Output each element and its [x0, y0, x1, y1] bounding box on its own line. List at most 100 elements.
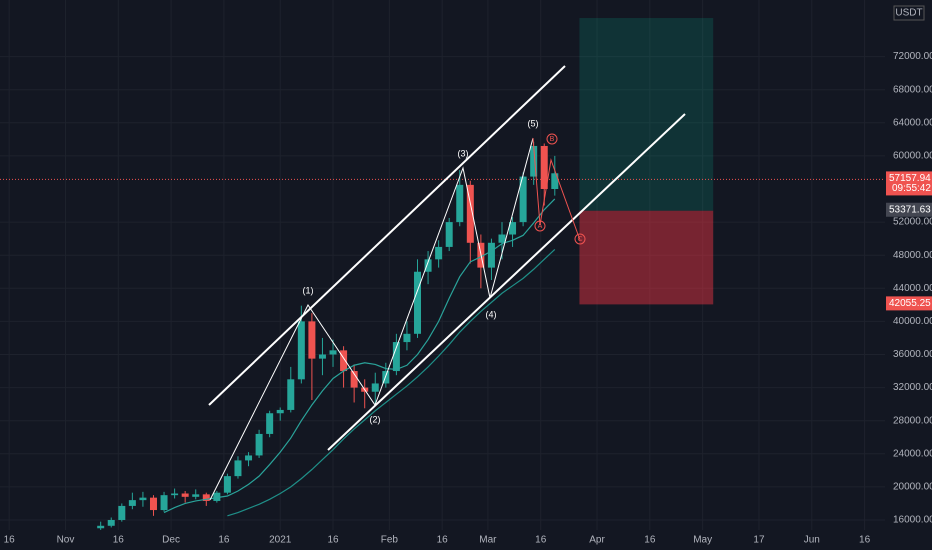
candle-body	[519, 176, 527, 223]
candle-body	[118, 505, 126, 520]
candle-body	[435, 246, 443, 260]
x-tick-label: Mar	[479, 535, 497, 546]
wave-label: C	[577, 236, 582, 243]
candle-body	[287, 379, 295, 410]
candle-body	[392, 342, 400, 372]
y-tick-label: 68000.00	[893, 84, 932, 95]
x-tick-label: Nov	[57, 535, 75, 546]
candle-body	[149, 497, 157, 511]
grid	[0, 0, 885, 530]
wave-label: (3)	[458, 148, 469, 158]
price-tag	[886, 202, 932, 217]
price-tag	[886, 296, 932, 311]
y-tick-label: 20000.00	[893, 482, 932, 493]
price-tag-label: 53371.63	[889, 204, 931, 215]
y-tick-label: 72000.00	[893, 51, 932, 62]
x-tick-label: May	[693, 535, 712, 546]
candle-body	[371, 383, 379, 392]
wave-label: (5)	[528, 118, 539, 128]
currency: USDT	[895, 8, 922, 19]
x-tick-label: 16	[437, 535, 449, 546]
x-tick-label: 16	[113, 535, 125, 546]
x-tick-label: Feb	[381, 535, 399, 546]
y-tick-label: 60000.00	[893, 151, 932, 162]
candle-body	[540, 145, 548, 189]
candle-body	[171, 493, 179, 496]
channel-top	[208, 65, 566, 406]
price-tag-label: 42055.25	[889, 298, 931, 309]
moving-average	[227, 248, 556, 517]
y-tick-label: 24000.00	[893, 448, 932, 459]
x-tick-label: 16	[4, 535, 16, 546]
wave-labels: (1) (2) (3) (4) (5) A B C	[303, 118, 586, 424]
x-tick-label: 16	[859, 535, 871, 546]
candle-body	[551, 173, 559, 189]
candle-body	[403, 333, 411, 343]
wave-label: (4)	[486, 309, 497, 319]
y-tick-label: 32000.00	[893, 382, 932, 393]
y-tick-label: 64000.00	[893, 117, 932, 128]
candle-body	[424, 259, 432, 272]
x-tick-label: 17	[753, 535, 765, 546]
candle-body	[329, 350, 337, 355]
drawings	[208, 65, 686, 501]
candle-body	[97, 525, 105, 529]
y-tick-label: 28000.00	[893, 415, 932, 426]
candle-body	[487, 242, 495, 268]
x-tick-label: 16	[218, 535, 230, 546]
channel-bottom	[327, 113, 686, 451]
candle-body	[202, 494, 210, 501]
x-tick-label: 16	[644, 535, 656, 546]
y-tick-label: 40000.00	[893, 316, 932, 327]
candle-body	[266, 413, 274, 434]
candle-body	[223, 476, 231, 493]
x-tick-label: Dec	[162, 535, 180, 546]
x-tick-label: 2021	[269, 535, 292, 546]
candle-body	[456, 184, 464, 223]
x-tick-label: Apr	[589, 535, 605, 546]
price-tag	[886, 171, 932, 196]
candle-body	[192, 494, 200, 497]
candle-body	[139, 497, 147, 501]
y-tick-label: 52000.00	[893, 217, 932, 228]
x-tick-label: 16	[535, 535, 547, 546]
candle-body	[530, 145, 538, 177]
y-tick-label: 36000.00	[893, 349, 932, 360]
abc-path	[532, 137, 581, 241]
candle-body	[509, 222, 517, 235]
y-tick-label: 44000.00	[893, 283, 932, 294]
candle-body	[297, 321, 305, 380]
candle-body	[181, 493, 189, 497]
candle-body	[107, 519, 115, 526]
candle-body	[350, 371, 358, 388]
candle-body	[308, 321, 316, 359]
wave-label: B	[550, 136, 555, 143]
y-tick-label: 48000.00	[893, 250, 932, 261]
candle-body	[466, 184, 474, 243]
candle-body	[255, 433, 263, 456]
candle-body	[234, 460, 242, 477]
axes: 16000.00 20000.00 24000.00 28000.00 32000.00…	[4, 51, 932, 546]
price-axis	[885, 0, 932, 550]
currency-box	[893, 5, 925, 21]
candle-body	[414, 271, 422, 334]
x-tick-label: Jun	[804, 535, 820, 546]
wave-circle	[534, 220, 546, 232]
candle-body	[160, 495, 168, 511]
wave-circle	[574, 233, 586, 245]
wave-label: (1)	[303, 285, 314, 295]
price-tag-label: 57157.94	[889, 173, 931, 184]
candle-body	[340, 350, 348, 372]
candle-body	[276, 409, 284, 414]
x-tick-label: 16	[327, 535, 339, 546]
wave-label: A	[538, 223, 543, 230]
stop-zone	[579, 210, 714, 305]
candle-body	[445, 222, 453, 247]
time-axis	[0, 530, 885, 550]
candle-body	[128, 500, 136, 506]
candle-body	[498, 234, 506, 243]
target-zone	[579, 18, 714, 211]
y-tick-label: 16000.00	[893, 515, 932, 526]
